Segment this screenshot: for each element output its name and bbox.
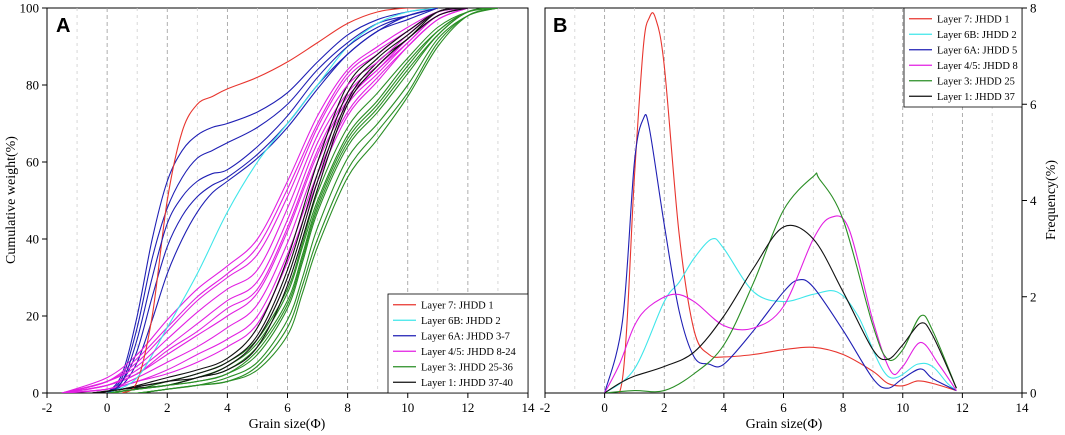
panel-b-ytick-label: 8 <box>1030 1 1037 16</box>
panel-b-legend-label: Layer 7: JHDD 1 <box>937 15 1010 26</box>
panel-b-legend-label: Layer 1: JHDD 37 <box>937 92 1015 103</box>
panel-b-xtick-label: 8 <box>840 400 847 415</box>
panel-b-legend: Layer 7: JHDD 1 Layer 6B: JHDD 2 Layer 6A:… <box>903 7 1023 108</box>
panel-b-letter: B <box>553 15 567 37</box>
panel-a-xtick-label: 0 <box>104 400 111 415</box>
panel-b-xtick-label: -2 <box>540 400 551 415</box>
panel-a-ytick-label: 100 <box>20 1 40 16</box>
panel-b-ytick-label: 6 <box>1030 97 1037 112</box>
panel-a-letter: A <box>56 15 70 37</box>
panel-b-curves <box>604 12 957 393</box>
panel-b-ylabel: Frequency(%) <box>1044 160 1059 240</box>
panel-b-xtick-label: 6 <box>780 400 787 415</box>
panel-b-xtick-label: 0 <box>601 400 608 415</box>
panel-b-series-line <box>604 12 957 393</box>
panel-a-legend-label: Layer 4/5: JHDD 8-24 <box>421 347 517 358</box>
panel-a-legend-label: Layer 7: JHDD 1 <box>421 301 494 312</box>
panel-a-legend-label: Layer 1: JHDD 37-40 <box>421 378 513 389</box>
panel-a-ytick-label: 40 <box>26 232 39 247</box>
panel-a-ytick-label: 20 <box>26 309 39 324</box>
panel-a-legend: Layer 7: JHDD 1 Layer 6B: JHDD 2 Layer 6A:… <box>387 293 529 394</box>
panel-a-variant-line <box>92 8 468 393</box>
panel-b-series-line <box>604 224 957 393</box>
panel-b-series-line <box>604 215 957 393</box>
panel-b-legend-label: Layer 6B: JHDD 2 <box>937 30 1017 41</box>
panel-a-variant-line <box>106 8 438 393</box>
panel-a-variant-line <box>61 8 468 393</box>
panel-b-series-line <box>604 114 957 393</box>
panel-a-xlabel: Grain size(Φ) <box>249 417 326 432</box>
panel-b-xtick-label: 10 <box>896 400 909 415</box>
panel-a-variant-line <box>107 8 499 393</box>
panel-a-legend-label: Layer 3: JHDD 25-36 <box>421 363 513 374</box>
panel-b-xlabel: Grain size(Φ) <box>746 417 823 432</box>
panel-a-variant-line <box>61 8 469 393</box>
panel-a-xtick-label: 4 <box>224 400 231 415</box>
panel-b-legend-label: Layer 6A: JHDD 5 <box>937 46 1017 57</box>
panel-b-ytick-label: 4 <box>1030 193 1037 208</box>
panel-a-series-line <box>121 8 438 393</box>
panel-b-legend-label: Layer 3: JHDD 25 <box>937 77 1015 88</box>
panel-b-series-group <box>604 12 957 393</box>
panel-b-legend-label: Layer 4/5: JHDD 8 <box>937 61 1018 72</box>
panel-a-legend-label: Layer 6A: JHDD 3-7 <box>421 332 510 343</box>
panel-b-xtick-label: 14 <box>1016 400 1030 415</box>
panel-a-variant-line <box>106 8 438 393</box>
panel-a-xtick-label: 8 <box>344 400 351 415</box>
panel-a-ylabel: Cumulative weight(%) <box>4 136 19 264</box>
panel-b-xtick-label: 12 <box>956 400 969 415</box>
panel-a-ytick-label: 80 <box>26 78 39 93</box>
panel-a-ytick-label: 0 <box>33 386 40 401</box>
panel-a-xtick-label: 14 <box>522 400 536 415</box>
panel-a-xtick-label: 2 <box>164 400 171 415</box>
panel-a-curves <box>61 8 499 393</box>
panel-b-ytick-label: 0 <box>1030 386 1037 401</box>
panel-a-series-line <box>107 8 499 393</box>
panel-a-series-line <box>106 8 438 393</box>
panel-a-series-line <box>106 8 438 393</box>
panel-a-variant-line <box>106 8 438 393</box>
panel-a-xtick-label: 10 <box>401 400 414 415</box>
panel-b-xtick-label: 4 <box>721 400 728 415</box>
panel-b-xtick-label: 2 <box>661 400 668 415</box>
panel-b-legend-box <box>903 7 1023 108</box>
panel-b-ytick-label: 2 <box>1030 289 1037 304</box>
panel-a-ytick-label: 60 <box>26 155 39 170</box>
panel-a-legend-label: Layer 6B: JHDD 2 <box>421 316 501 327</box>
panel-a-series-group <box>61 8 499 393</box>
panel-a-legend-box <box>387 293 529 394</box>
panel-a-xtick-label: 12 <box>461 400 474 415</box>
panel-a-series-line <box>92 8 468 393</box>
panel-a-xtick-label: -2 <box>42 400 53 415</box>
panel-a-xtick-label: 6 <box>284 400 291 415</box>
